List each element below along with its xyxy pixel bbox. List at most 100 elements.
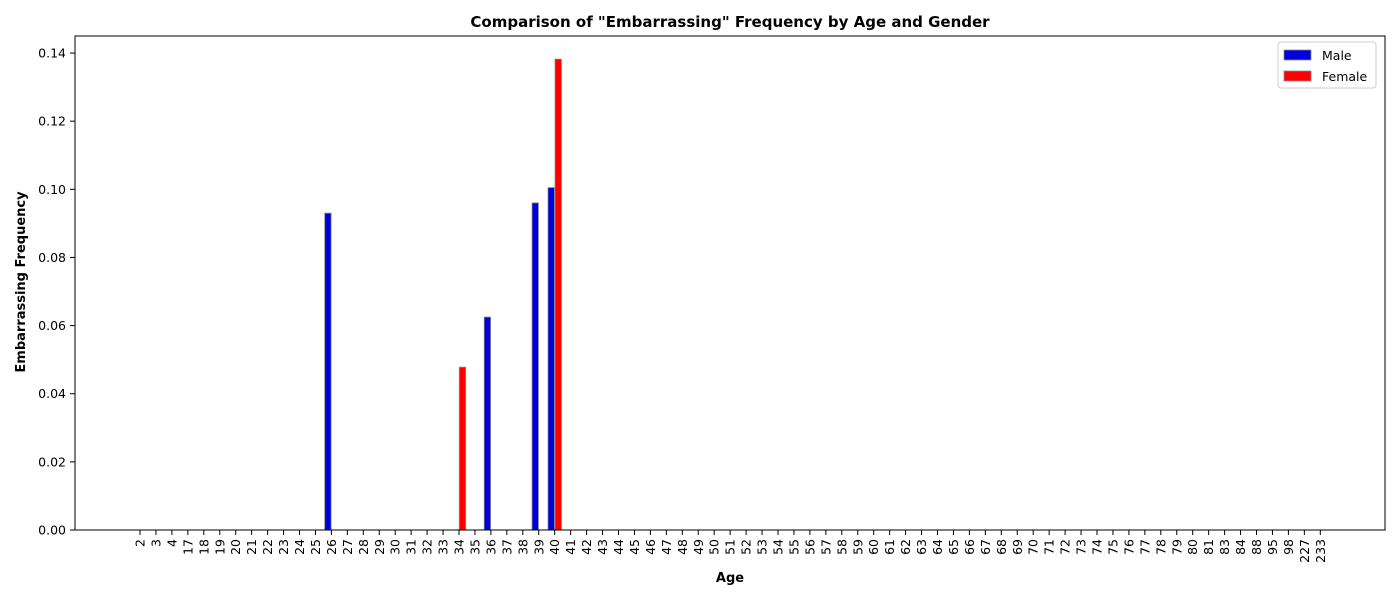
plot-area: 0.000.020.040.060.080.100.120.142 3 4 17 18 1… — [38, 35, 1386, 563]
x-tick-label: 30 — [388, 539, 403, 555]
x-tick-label: 95 — [1265, 539, 1280, 555]
x-tick-label: 70 — [1026, 539, 1041, 555]
x-tick-label: 58 — [834, 539, 849, 555]
x-tick-label: 26 — [324, 539, 339, 555]
x-tick-label: 50 — [707, 539, 722, 555]
plot-frame — [74, 35, 1386, 531]
y-tick-label: 0.00 — [38, 523, 66, 538]
bar-male-39 — [531, 202, 539, 531]
x-tick-label: 34 — [452, 539, 467, 555]
x-tick-label: 27 — [340, 539, 355, 555]
x-tick-label: 83 — [1217, 539, 1232, 555]
y-tick-label: 0.04 — [38, 386, 66, 401]
x-tick-label: 37 — [499, 539, 514, 555]
x-tick-label: 63 — [914, 539, 929, 555]
x-tick-label: 18 — [196, 539, 211, 555]
bar-male-26 — [324, 212, 332, 531]
x-tick-label: 75 — [1105, 539, 1120, 555]
x-tick-label: 38 — [515, 539, 530, 555]
x-tick-label: 66 — [962, 539, 977, 555]
legend-label-male: Male — [1322, 48, 1352, 63]
bar-male-36 — [483, 316, 492, 531]
x-tick-label: 42 — [579, 539, 594, 555]
y-tick-label: 0.06 — [38, 318, 66, 333]
x-tick-label: 233 — [1313, 539, 1328, 563]
x-tick-label: 39 — [531, 539, 546, 555]
x-tick-label: 22 — [260, 539, 275, 555]
bar-female-34 — [458, 366, 467, 531]
x-tick-label: 72 — [1058, 539, 1073, 555]
x-tick-label: 24 — [292, 539, 307, 555]
x-tick-label: 67 — [978, 539, 993, 555]
x-tick-label: 57 — [818, 539, 833, 555]
x-tick-label: 77 — [1137, 539, 1152, 555]
x-tick-label: 21 — [244, 539, 259, 555]
bar-male-40 — [547, 187, 555, 531]
x-tick-label: 71 — [1042, 539, 1057, 555]
x-tick-label: 74 — [1090, 539, 1105, 555]
x-tick-label: 25 — [308, 539, 323, 555]
x-tick-label: 49 — [691, 539, 706, 555]
x-tick-label: 47 — [659, 539, 674, 555]
x-tick-label: 51 — [723, 539, 738, 555]
y-tick-label: 0.14 — [38, 46, 66, 61]
x-tick-label: 29 — [372, 539, 387, 555]
y-tick-label: 0.08 — [38, 250, 66, 265]
x-tick-label: 81 — [1201, 539, 1216, 555]
x-tick-label: 61 — [882, 539, 897, 555]
x-tick-label: 17 — [180, 539, 195, 555]
x-tick-label: 28 — [356, 539, 371, 555]
x-tick-label: 53 — [755, 539, 770, 555]
x-tick-label: 227 — [1297, 539, 1312, 563]
x-tick-label: 43 — [595, 539, 610, 555]
legend-label-female: Female — [1322, 69, 1368, 84]
x-tick-label: 20 — [228, 539, 243, 555]
x-tick-label: 35 — [467, 539, 482, 555]
x-tick-label: 46 — [643, 539, 658, 555]
x-tick-label: 23 — [276, 539, 291, 555]
x-tick-label: 32 — [420, 539, 435, 555]
x-tick-label: 88 — [1249, 539, 1264, 555]
x-tick-label: 52 — [739, 539, 754, 555]
x-tick-label: 69 — [1010, 539, 1025, 555]
x-tick-label: 68 — [994, 539, 1009, 555]
x-tick-label: 2 — [133, 539, 148, 547]
x-tick-label: 54 — [771, 539, 786, 555]
x-axis-label: Age — [716, 571, 744, 586]
x-tick-label: 48 — [675, 539, 690, 555]
legend-swatch-male — [1283, 49, 1312, 61]
x-tick-label: 44 — [611, 539, 626, 555]
x-tick-label: 3 — [148, 539, 163, 547]
legend: Male Female — [1277, 41, 1377, 89]
x-tick-label: 60 — [866, 539, 881, 555]
x-tick-label: 36 — [483, 539, 498, 555]
x-tick-label: 4 — [164, 539, 179, 547]
x-tick-label: 55 — [786, 539, 801, 555]
x-tick-label: 40 — [547, 539, 562, 555]
x-tick-label: 41 — [563, 539, 578, 555]
x-tick-label: 79 — [1169, 539, 1184, 555]
x-tick-label: 80 — [1185, 539, 1200, 555]
x-tick-label: 33 — [436, 539, 451, 555]
x-tick-label: 59 — [850, 539, 865, 555]
x-tick-label: 62 — [898, 539, 913, 555]
x-tick-label: 73 — [1074, 539, 1089, 555]
legend-swatch-female — [1283, 70, 1312, 82]
bar-female-40 — [554, 58, 562, 531]
y-tick-label: 0.10 — [38, 182, 66, 197]
x-tick-label: 84 — [1233, 539, 1248, 555]
y-tick-label: 0.12 — [38, 114, 66, 129]
x-tick-label: 64 — [930, 539, 945, 555]
y-axis-label: Embarrassing Frequency — [14, 191, 29, 373]
y-tick-label: 0.02 — [38, 454, 66, 469]
x-tick-label: 76 — [1121, 539, 1136, 555]
chart-title: Comparison of "Embarrassing" Frequency b… — [470, 13, 990, 31]
x-tick-label: 19 — [212, 539, 227, 555]
x-tick-label: 31 — [404, 539, 419, 555]
x-tick-label: 78 — [1153, 539, 1168, 555]
x-tick-label: 45 — [627, 539, 642, 555]
x-tick-label: 56 — [802, 539, 817, 555]
x-tick-label: 65 — [946, 539, 961, 555]
